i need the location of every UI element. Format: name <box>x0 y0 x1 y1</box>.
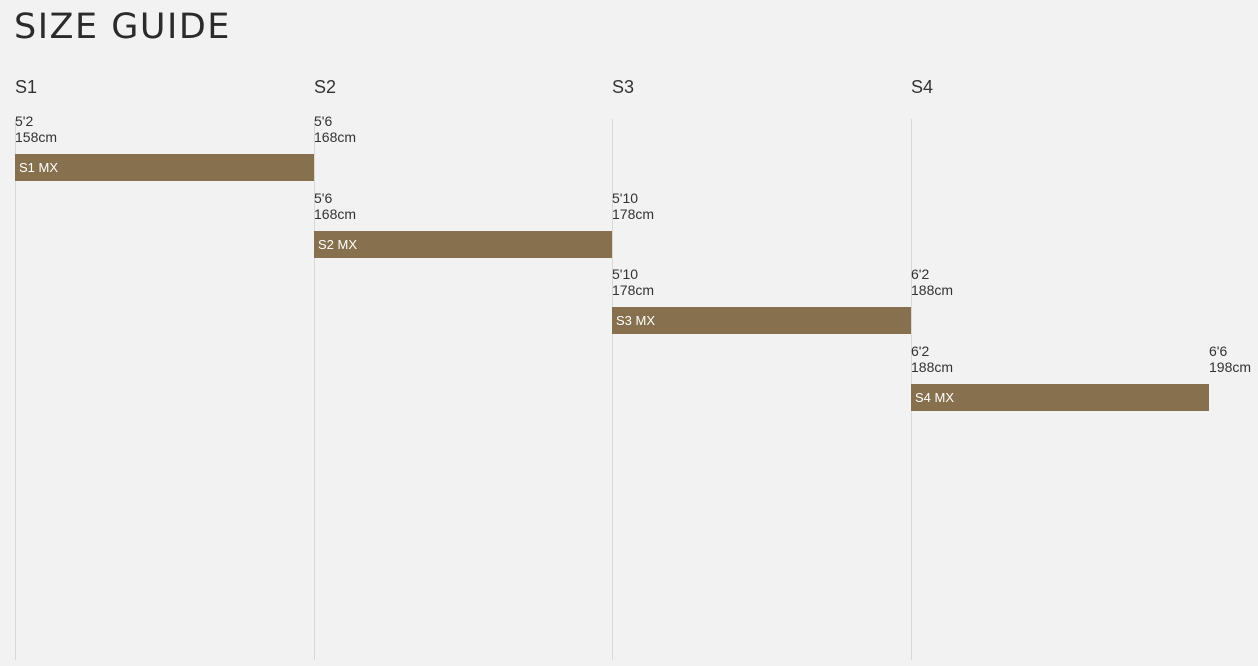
height-cm: 188cm <box>911 282 954 298</box>
size-bar-s1-mx: S1 MX <box>15 154 314 181</box>
guide-line-s2 <box>314 119 315 660</box>
height-feet: 5'6 <box>314 190 333 206</box>
height-cm: 198cm <box>1209 359 1252 375</box>
height-label-min: 5'6 168cm <box>314 190 356 222</box>
size-bar-s3-mx: S3 MX <box>612 307 911 334</box>
page-title: SIZE GUIDE <box>14 7 231 47</box>
column-label-s1: S1 <box>15 77 38 97</box>
height-feet: 6'2 <box>911 266 930 282</box>
guide-line-s1 <box>15 119 16 660</box>
height-feet: 6'2 <box>911 343 930 359</box>
height-cm: 158cm <box>15 129 58 145</box>
height-cm: 168cm <box>314 206 357 222</box>
height-label-max: 5'6 168cm <box>314 113 356 145</box>
height-feet: 5'6 <box>314 113 333 129</box>
height-label-min: 5'2 158cm <box>15 113 57 145</box>
height-label-max: 6'2 188cm <box>911 266 953 298</box>
height-label-max: 6'6 198cm <box>1209 343 1251 375</box>
guide-line-s3 <box>612 119 613 660</box>
height-feet: 6'6 <box>1209 343 1228 359</box>
height-feet: 5'10 <box>612 190 639 206</box>
height-cm: 178cm <box>612 282 655 298</box>
height-cm: 178cm <box>612 206 655 222</box>
size-bar-s4-mx: S4 MX <box>911 384 1209 411</box>
height-label-max: 5'10 178cm <box>612 190 654 222</box>
height-label-min: 5'10 178cm <box>612 266 654 298</box>
size-bar-s2-mx: S2 MX <box>314 231 612 258</box>
height-label-min: 6'2 188cm <box>911 343 953 375</box>
height-cm: 188cm <box>911 359 954 375</box>
column-label-s3: S3 <box>612 77 635 97</box>
column-label-s4: S4 <box>911 77 934 97</box>
column-label-s2: S2 <box>314 77 337 97</box>
height-feet: 5'10 <box>612 266 639 282</box>
height-cm: 168cm <box>314 129 357 145</box>
height-feet: 5'2 <box>15 113 34 129</box>
